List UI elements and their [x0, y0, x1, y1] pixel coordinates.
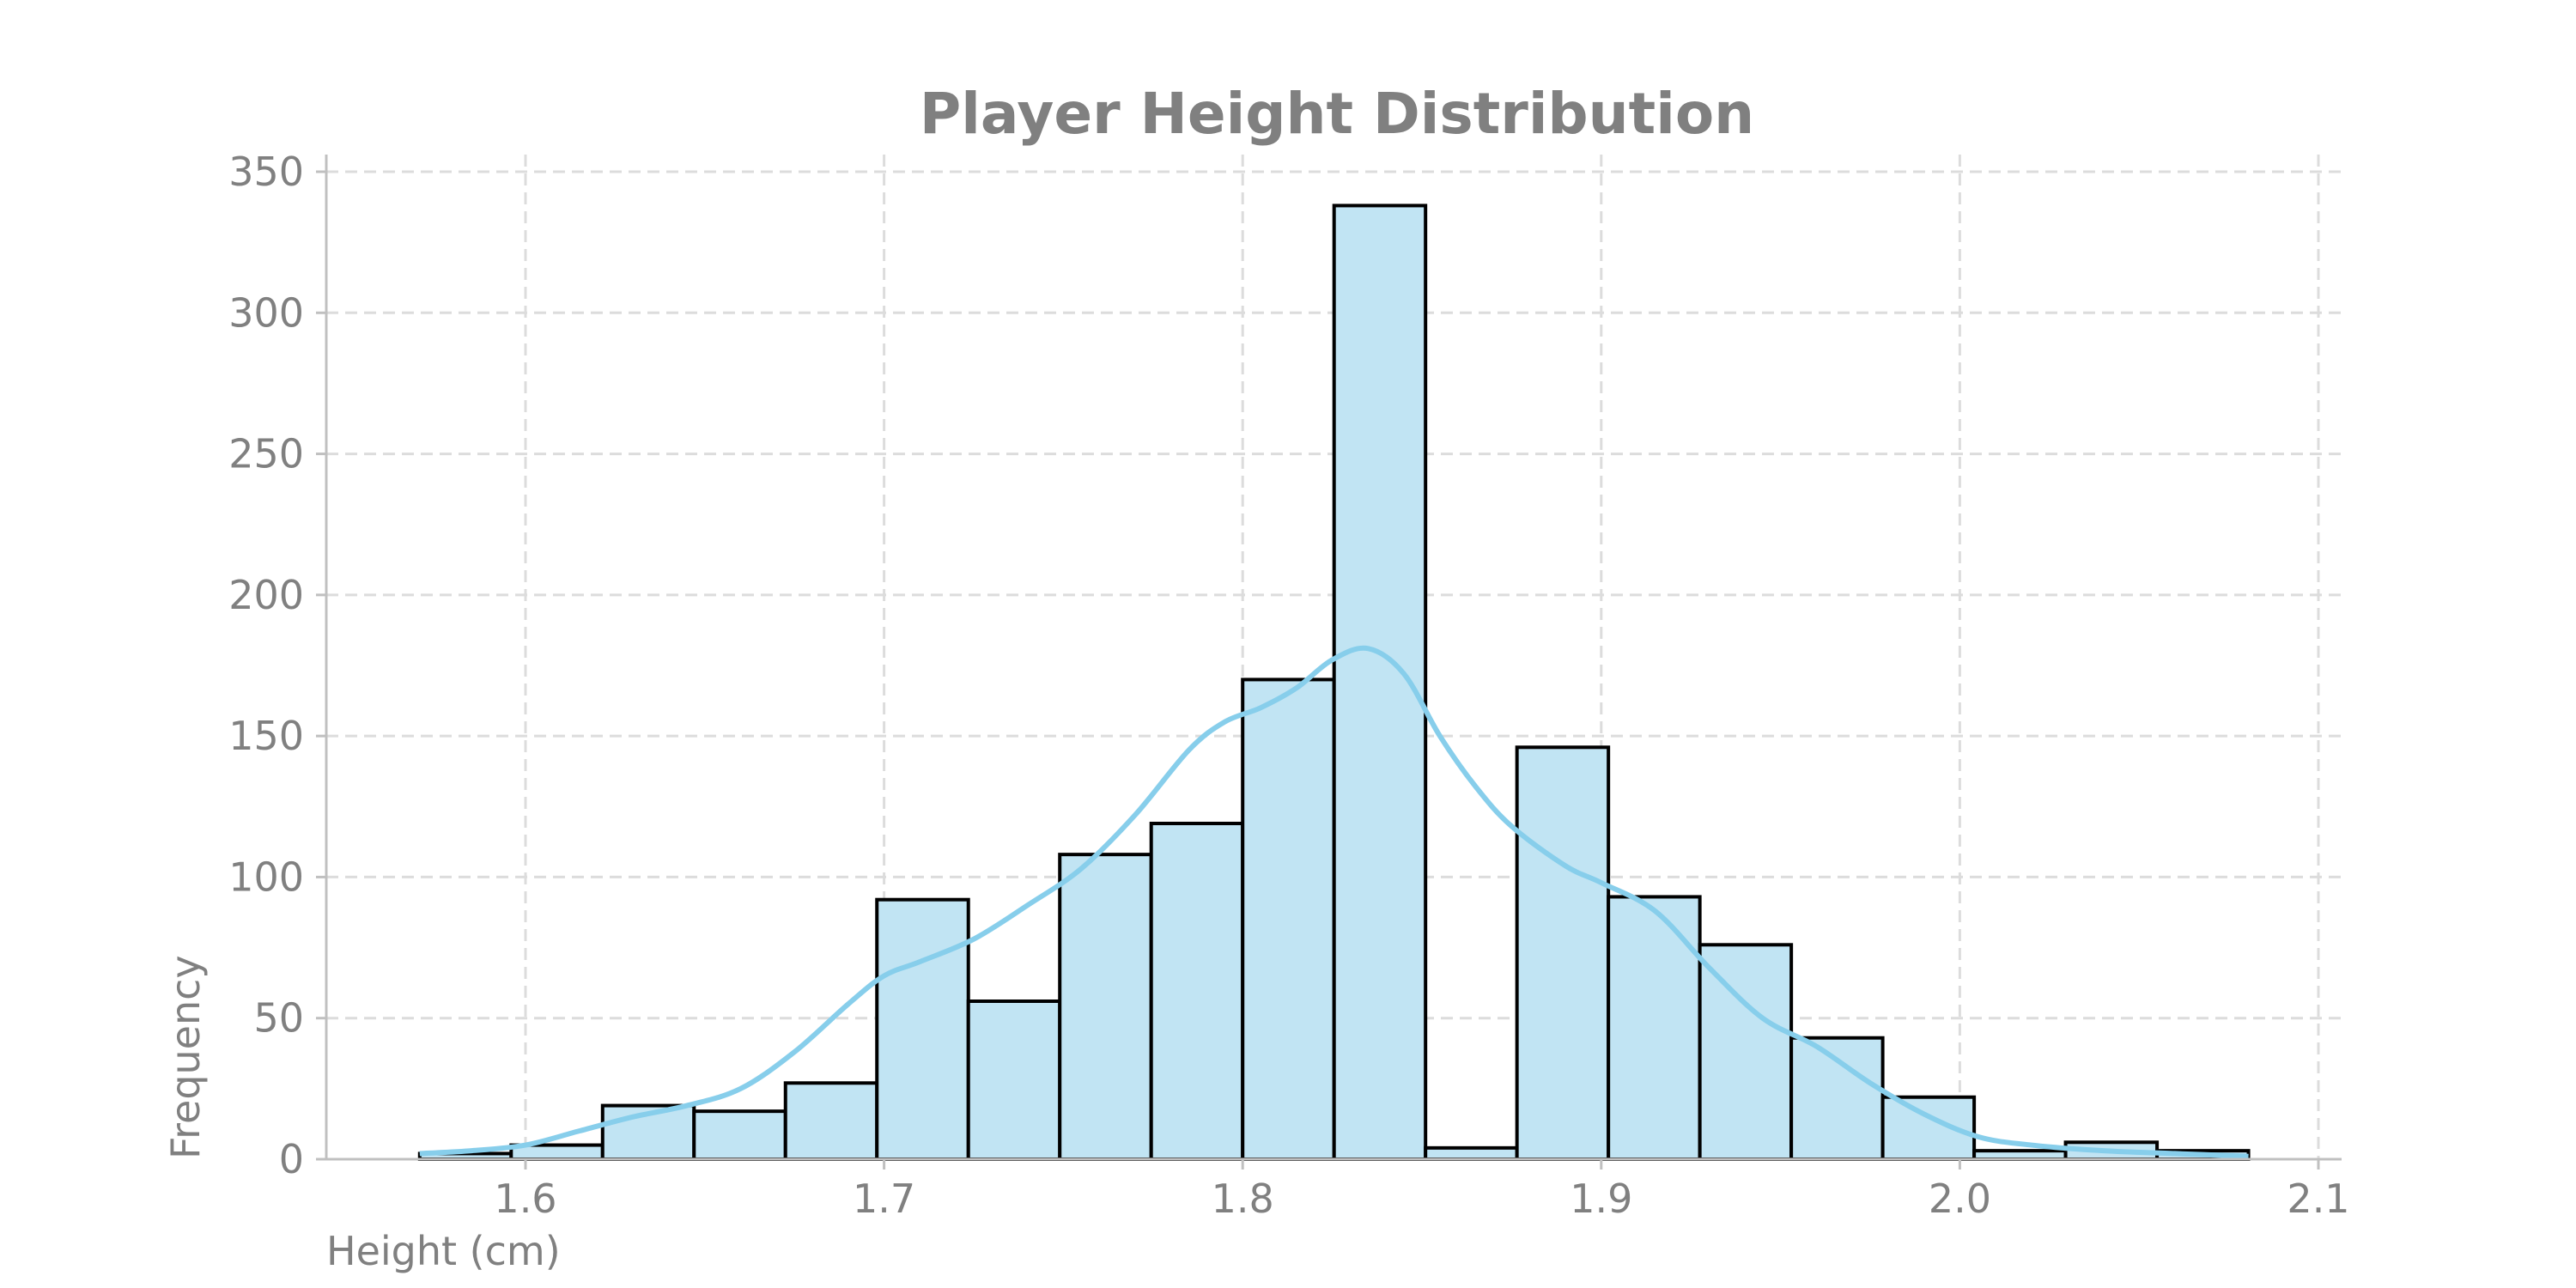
x-ticks: 1.6 1.7 1.8 1.9 2.0 2.1 — [494, 1159, 2350, 1222]
chart-title: Player Height Distribution — [920, 81, 1754, 147]
histogram-bar — [1424, 1145, 1519, 1162]
histogram-bar — [875, 897, 970, 1161]
x-tick-label: 1.9 — [1570, 1176, 1632, 1222]
y-axis-label: Frequency — [162, 955, 209, 1159]
histogram-bar — [1058, 853, 1153, 1162]
histogram-bar — [1607, 895, 1702, 1162]
y-tick-label: 200 — [228, 572, 304, 618]
histogram-bar — [966, 999, 1062, 1161]
y-tick-label: 0 — [279, 1136, 304, 1182]
histogram-bar — [1698, 943, 1794, 1162]
x-tick-label: 1.7 — [853, 1176, 915, 1222]
y-tick-label: 150 — [228, 713, 304, 759]
kde-curve — [419, 645, 2249, 1159]
histogram-bar — [783, 1081, 879, 1162]
x-tick-label: 2.1 — [2287, 1176, 2349, 1222]
x-tick-label: 1.8 — [1212, 1176, 1274, 1222]
histogram-bar — [1149, 822, 1245, 1161]
y-tick-label: 250 — [228, 431, 304, 477]
y-ticks: 0 50 100 150 200 250 300 350 — [228, 149, 326, 1182]
histogram-bar — [1241, 677, 1336, 1161]
kde-curve-layer — [419, 645, 2249, 1159]
y-tick-label: 350 — [228, 149, 304, 195]
axes — [325, 155, 2342, 1161]
y-tick-label: 100 — [228, 854, 304, 900]
histogram-bar — [692, 1109, 787, 1161]
histogram-bar — [1789, 1036, 1885, 1161]
x-axis-label: Height (cm) — [326, 1228, 561, 1274]
y-tick-label: 50 — [253, 995, 304, 1042]
histogram-bar — [1880, 1095, 1977, 1161]
x-tick-label: 1.6 — [494, 1176, 556, 1222]
x-tick-label: 2.0 — [1929, 1176, 1991, 1222]
histogram-bar — [1515, 745, 1611, 1161]
histogram-bars — [417, 204, 2251, 1162]
y-tick-label: 300 — [228, 289, 304, 336]
